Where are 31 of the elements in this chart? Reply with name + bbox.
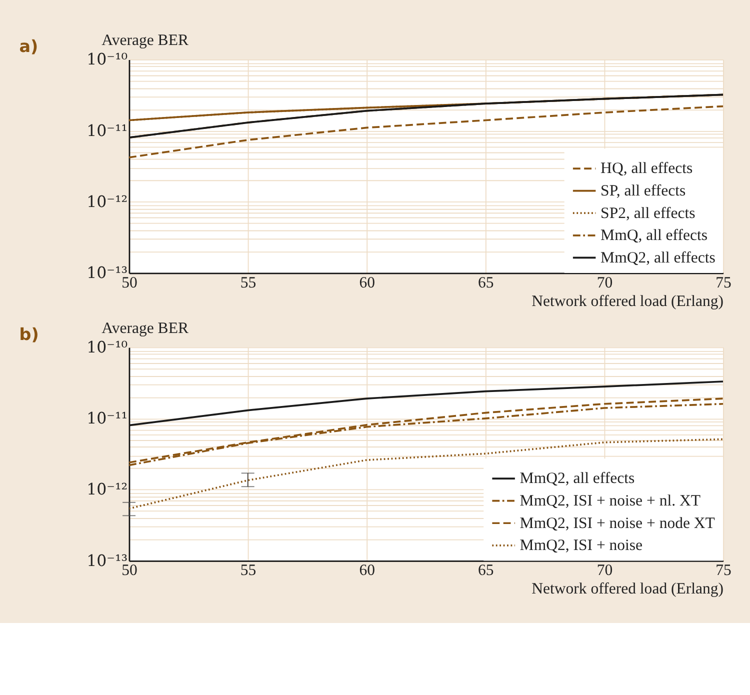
chart-title: a) — [19, 36, 38, 56]
legend-label: MmQ2, ISI + noise + nl. XT — [520, 492, 701, 510]
legend-label: MmQ2, all effects — [520, 470, 635, 488]
y-tick-label: 10⁻¹¹ — [86, 408, 128, 428]
legend-label: SP, all effects — [600, 182, 686, 200]
y-axis-title: Average BER — [102, 32, 189, 50]
legend-label: MmQ2, ISI + noise + node XT — [520, 514, 716, 532]
legend-label: HQ, all effects — [600, 160, 693, 178]
y-tick-label: 10⁻¹⁰ — [86, 337, 128, 356]
x-tick-label: 65 — [478, 562, 494, 580]
x-tick-label: 60 — [359, 562, 376, 580]
x-tick-label: 65 — [478, 274, 494, 292]
x-tick-label: 55 — [240, 562, 256, 580]
legend-label: SP2, all effects — [600, 204, 696, 222]
legend-label: MmQ2, ISI + noise — [520, 537, 643, 554]
legend-label: MmQ, all effects — [600, 227, 708, 244]
x-tick-label: 70 — [596, 562, 613, 580]
y-tick-label: 10⁻¹¹ — [86, 120, 128, 140]
legend-label: MmQ2, all effects — [600, 249, 716, 266]
y-tick-label: 10⁻¹² — [86, 192, 128, 211]
x-tick-label: 75 — [716, 274, 732, 292]
x-tick-label: 70 — [596, 274, 613, 292]
x-axis-title: Network offered load (Erlang) — [532, 580, 724, 598]
x-tick-label: 75 — [716, 562, 732, 580]
y-tick-label: 10⁻¹² — [86, 480, 128, 499]
x-axis-title: Network offered load (Erlang) — [532, 292, 724, 310]
y-tick-label: 10⁻¹⁰ — [86, 50, 128, 69]
chart-title: b) — [19, 324, 39, 344]
x-tick-label: 60 — [359, 274, 376, 292]
x-tick-label: 55 — [240, 274, 256, 292]
y-axis-title: Average BER — [102, 320, 189, 337]
